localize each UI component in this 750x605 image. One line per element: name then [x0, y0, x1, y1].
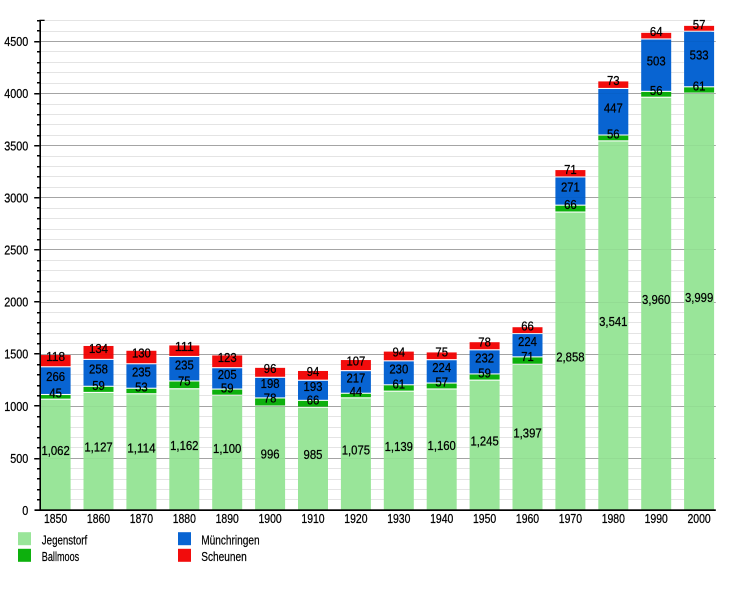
svg-text:57: 57 [435, 376, 448, 390]
svg-text:123: 123 [218, 351, 237, 365]
svg-text:1,114: 1,114 [127, 441, 155, 455]
svg-text:1,162: 1,162 [170, 439, 198, 453]
svg-text:57: 57 [693, 18, 706, 32]
svg-text:56: 56 [650, 84, 663, 98]
svg-text:Scheunen: Scheunen [201, 550, 247, 564]
svg-text:78: 78 [264, 392, 277, 406]
svg-text:1920: 1920 [344, 511, 367, 526]
svg-text:118: 118 [46, 350, 65, 364]
svg-text:66: 66 [521, 320, 534, 334]
svg-text:4000: 4000 [4, 86, 28, 101]
svg-text:71: 71 [521, 350, 534, 364]
svg-text:1960: 1960 [516, 511, 539, 526]
svg-text:45: 45 [49, 386, 62, 400]
svg-text:111: 111 [175, 340, 194, 354]
svg-text:1850: 1850 [44, 511, 67, 526]
svg-text:1980: 1980 [602, 511, 625, 526]
svg-text:1950: 1950 [473, 511, 496, 526]
svg-text:258: 258 [89, 362, 108, 376]
svg-text:1910: 1910 [301, 511, 324, 526]
svg-text:193: 193 [304, 380, 323, 394]
svg-text:1500: 1500 [4, 347, 28, 362]
svg-text:1970: 1970 [559, 511, 582, 526]
svg-text:4500: 4500 [4, 34, 28, 49]
svg-text:271: 271 [561, 181, 580, 195]
svg-text:1,397: 1,397 [513, 427, 541, 441]
svg-text:130: 130 [132, 347, 151, 361]
svg-text:1,100: 1,100 [213, 442, 241, 456]
svg-text:Jegenstorf: Jegenstorf [42, 534, 88, 548]
svg-text:1990: 1990 [645, 511, 668, 526]
svg-text:2,858: 2,858 [556, 351, 584, 365]
svg-text:533: 533 [690, 49, 709, 63]
svg-text:1870: 1870 [130, 511, 153, 526]
svg-text:1940: 1940 [430, 511, 453, 526]
svg-text:59: 59 [221, 382, 234, 396]
svg-text:235: 235 [132, 366, 151, 380]
svg-text:232: 232 [475, 351, 494, 365]
svg-text:61: 61 [393, 378, 406, 392]
svg-text:71: 71 [564, 163, 577, 177]
svg-text:0: 0 [22, 503, 28, 518]
svg-text:53: 53 [135, 381, 148, 395]
svg-text:1880: 1880 [173, 511, 196, 526]
svg-text:73: 73 [607, 74, 620, 88]
svg-text:235: 235 [175, 358, 194, 372]
svg-text:1,245: 1,245 [470, 435, 498, 449]
svg-text:447: 447 [604, 101, 623, 115]
svg-text:96: 96 [264, 362, 277, 376]
svg-text:1,075: 1,075 [342, 443, 370, 457]
svg-text:503: 503 [647, 55, 666, 69]
svg-text:266: 266 [46, 370, 65, 384]
svg-text:107: 107 [346, 355, 365, 369]
svg-text:59: 59 [92, 379, 105, 393]
svg-text:66: 66 [564, 198, 577, 212]
svg-text:1890: 1890 [216, 511, 239, 526]
svg-text:3000: 3000 [4, 190, 28, 205]
svg-text:2000: 2000 [688, 511, 711, 526]
svg-text:224: 224 [518, 335, 537, 349]
svg-text:217: 217 [346, 371, 365, 385]
svg-text:94: 94 [393, 346, 406, 360]
svg-text:78: 78 [478, 335, 491, 349]
svg-text:94: 94 [307, 365, 320, 379]
svg-text:59: 59 [478, 367, 491, 381]
svg-text:75: 75 [178, 374, 191, 388]
svg-text:1930: 1930 [387, 511, 410, 526]
svg-text:1,127: 1,127 [84, 441, 112, 455]
svg-text:Ballmoos: Ballmoos [42, 550, 79, 564]
svg-text:500: 500 [10, 451, 28, 466]
svg-text:75: 75 [435, 345, 448, 359]
svg-text:44: 44 [350, 385, 363, 399]
svg-text:2500: 2500 [4, 243, 28, 258]
svg-text:230: 230 [389, 362, 408, 376]
svg-text:1900: 1900 [259, 511, 282, 526]
svg-text:1860: 1860 [87, 511, 110, 526]
svg-text:56: 56 [607, 128, 620, 142]
svg-text:3,960: 3,960 [642, 293, 670, 307]
svg-text:1,062: 1,062 [41, 444, 69, 458]
svg-text:205: 205 [218, 368, 237, 382]
svg-text:3500: 3500 [4, 138, 28, 153]
svg-text:Münchringen: Münchringen [201, 534, 259, 548]
svg-text:3,541: 3,541 [599, 315, 627, 329]
svg-text:996: 996 [261, 448, 280, 462]
svg-text:985: 985 [304, 448, 323, 462]
svg-text:66: 66 [307, 393, 320, 407]
svg-text:224: 224 [432, 361, 451, 375]
svg-text:2000: 2000 [4, 295, 28, 310]
svg-text:3,999: 3,999 [685, 291, 713, 305]
svg-text:1,160: 1,160 [428, 439, 456, 453]
svg-text:1000: 1000 [4, 399, 28, 414]
svg-text:134: 134 [89, 342, 108, 356]
svg-text:1,139: 1,139 [385, 440, 413, 454]
svg-text:198: 198 [261, 377, 280, 391]
svg-text:61: 61 [693, 80, 706, 94]
svg-text:64: 64 [650, 25, 663, 39]
